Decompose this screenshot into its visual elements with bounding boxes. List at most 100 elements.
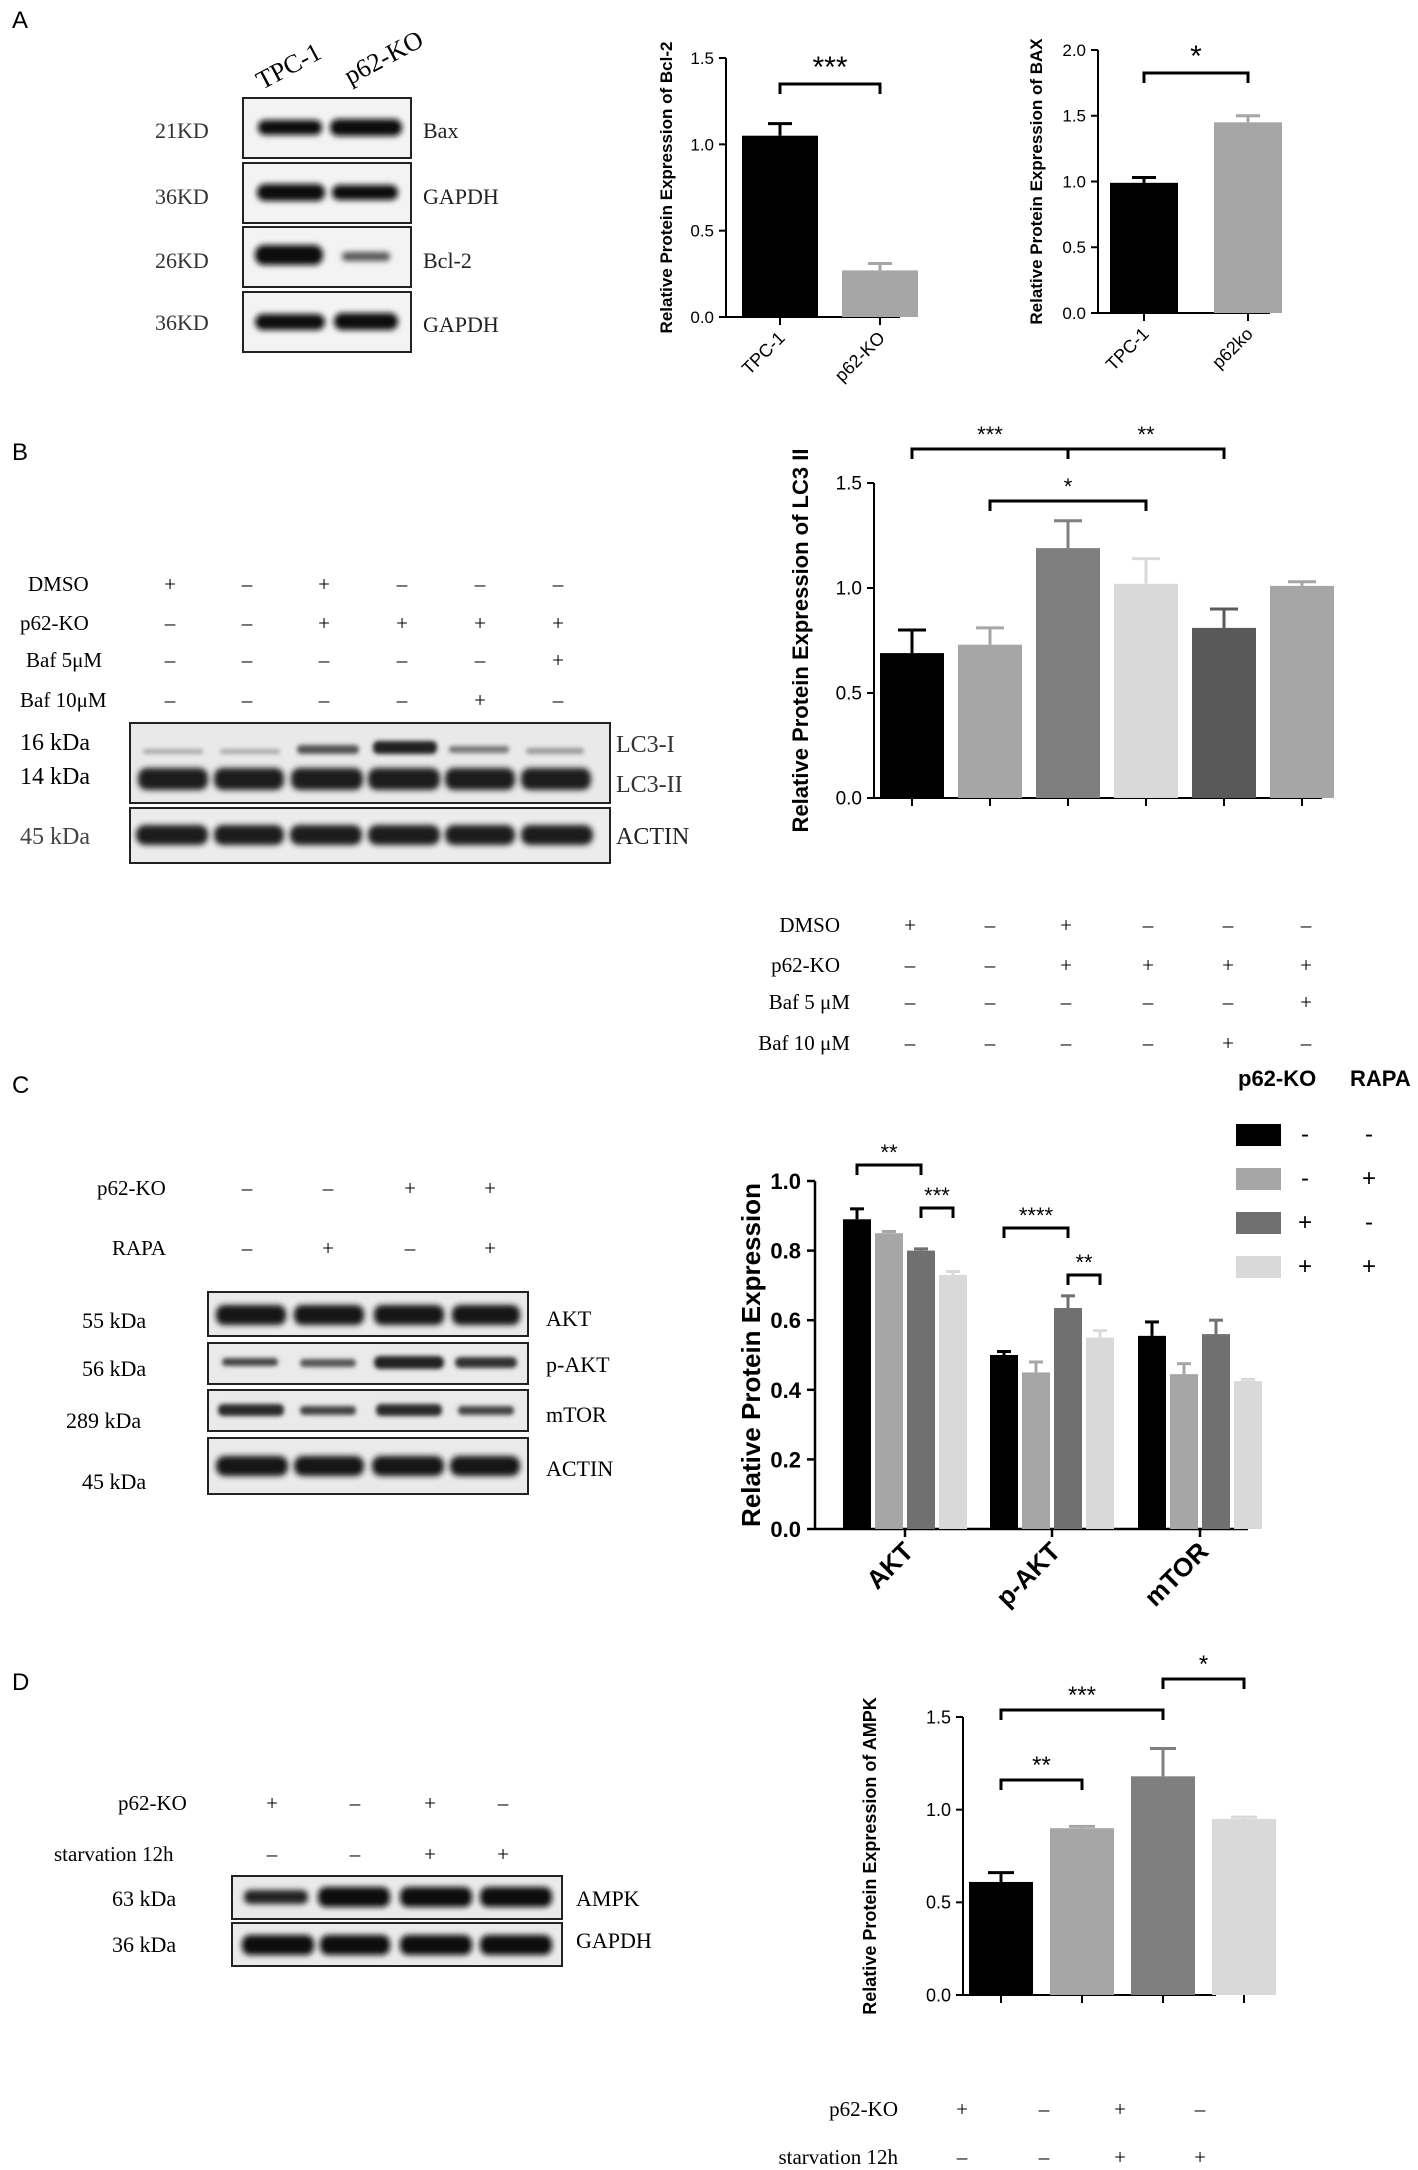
significance-label: *	[1190, 40, 1202, 73]
blot-a-name-gapdh-2: GAPDH	[423, 312, 499, 337]
blot-b-mark-r0-c3: –	[396, 572, 408, 596]
legend-swatch	[1236, 1256, 1281, 1278]
blot-c-cond-label-p62ko: p62-KO	[97, 1176, 166, 1200]
y-tick-label: 0.0	[690, 308, 714, 327]
chart-d-cond-label-starvation: starvation 12h	[778, 2145, 898, 2169]
blot-b-name-actin: ACTIN	[616, 824, 689, 850]
significance-bracket	[910, 447, 1070, 459]
blot-a-size-bax: 21KD	[155, 118, 209, 143]
bar	[1086, 1337, 1114, 1529]
blot-b-mark-r2-c5: +	[552, 648, 564, 672]
chart-lc3ii-expression: 0.0 0.5 1.0 1.5 Relative Protein Expression …	[788, 422, 1334, 832]
blot-b-mark-r1-c0: –	[164, 611, 176, 635]
blot-b-marks: + – + – – – – – + + + + – – – – – + – – – – + –	[164, 572, 564, 712]
blot-b-mark-r3-c3: –	[396, 688, 408, 712]
blot-b-size-lc3i: 16 kDa	[20, 730, 90, 756]
chart-b-mark-r1-c5: +	[1300, 953, 1312, 977]
blot-b-mark-r1-c4: +	[474, 611, 486, 635]
legend-swatch	[1236, 1212, 1281, 1234]
blot-b-size-lc3ii: 14 kDa	[20, 764, 90, 790]
blot-b-conditions: DMSO p62-KO Baf 5μM Baf 10μM + – + – – –– – + + +…	[20, 572, 564, 712]
blot-d-marks: + – + – – – + +	[266, 1791, 509, 1866]
blot-b-mark-r2-c3: –	[396, 648, 408, 672]
y-axis-label: Relative Protein Expression of AMPK	[860, 1697, 880, 2014]
bar	[1110, 182, 1178, 313]
blot-d-row-ampk: 63 kDa AMPK	[112, 1875, 640, 1920]
y-tick-label: 0.4	[770, 1378, 801, 1403]
blot-c-name-actin: ACTIN	[546, 1456, 613, 1481]
x-tick-label: TPC-1	[1102, 324, 1153, 375]
significance-bracket	[988, 499, 1148, 511]
blot-c-name-pakt: p-AKT	[546, 1352, 610, 1377]
panel-label-d: D	[12, 1669, 29, 1696]
blot-b-mark-r2-c2: –	[318, 648, 330, 672]
bar	[880, 653, 944, 798]
blot-c-size-mtor: 289 kDa	[66, 1408, 141, 1433]
blot-b-mark-r0-c1: –	[241, 572, 253, 596]
blot-c-row-actin: 45 kDa ACTIN	[82, 1437, 613, 1495]
blot-d-size-ampk: 63 kDa	[112, 1886, 176, 1911]
bar	[1192, 627, 1256, 798]
significance-label: ***	[1068, 1682, 1096, 1709]
chart-b-marks: + – + – – – – – + + + + – – – – – + – – – – + –	[904, 913, 1312, 1055]
blot-a-row-gapdh-2: 36KD GAPDH	[155, 291, 499, 353]
blot-d-cond-label-p62ko: p62-KO	[118, 1791, 187, 1815]
blot-b-name-lc3ii: LC3-II	[616, 772, 683, 798]
bar	[843, 1219, 871, 1529]
chart-ampk-expression: 0.0 0.5 1.0 1.5 Relative Protein Expression …	[860, 1651, 1276, 2015]
blot-d: p62-KO starvation 12h + – + – – – + + 63 kDa AM…	[54, 1791, 652, 1967]
blot-b-mark-r1-c1: –	[241, 611, 253, 635]
chart-bcl2-expression: 0.0 0.5 1.0 1.5 Relative Protein Expression …	[657, 42, 918, 386]
legend-swatch	[1236, 1168, 1281, 1190]
significance-bracket	[855, 1163, 923, 1175]
bar	[1270, 585, 1334, 798]
chart-b-mark-r0-c2: +	[1060, 913, 1072, 937]
bar	[1036, 548, 1100, 798]
significance-label: **	[1032, 1752, 1051, 1779]
blot-c-mark-r0-c0: –	[241, 1176, 253, 1200]
bar	[1114, 583, 1178, 798]
chart-d-marks: + – + – – – + +	[956, 2097, 1206, 2169]
chart-b-mark-r3-c5: –	[1300, 1031, 1312, 1055]
chart-d-cond-label-p62ko: p62-KO	[829, 2097, 898, 2121]
y-tick-label: 0.5	[836, 684, 862, 705]
chart-b-mark-r2-c2: –	[1060, 990, 1072, 1014]
blot-b-size-actin: 45 kDa	[20, 824, 90, 850]
blot-a-lane-label-tpc1: TPC-1	[251, 37, 326, 95]
blot-c-size-pakt: 56 kDa	[82, 1356, 146, 1381]
significance-bracket	[1066, 1273, 1102, 1285]
blot-d-name-ampk: AMPK	[576, 1886, 640, 1911]
blot-a-size-bcl2: 26KD	[155, 248, 209, 273]
y-tick-label: 0.0	[1062, 304, 1086, 323]
significance-bracket	[919, 1206, 955, 1218]
chart-c-legend: p62-KO RAPA - - - + + - + +	[1236, 1066, 1411, 1280]
chart-b-mark-r3-c0: –	[904, 1031, 916, 1055]
blot-b-lc3-bands	[138, 741, 591, 790]
y-tick-label: 0.0	[926, 1985, 951, 2005]
blot-a-size-gapdh-1: 36KD	[155, 184, 209, 209]
blot-b-cond-label-baf10: Baf 10μM	[20, 688, 107, 712]
blot-b-mark-r0-c0: +	[164, 572, 176, 596]
blot-a: TPC-1 p62-KO 21KD Bax 36KD GAPDH 26KD Bc…	[155, 25, 499, 353]
chart-b-mark-r3-c3: –	[1142, 1031, 1154, 1055]
chart-d-conditions: p62-KO starvation 12h + – + – – – + +	[778, 2097, 1205, 2169]
blot-b-mark-r2-c1: –	[241, 648, 253, 672]
legend-p62ko-mark: -	[1301, 1165, 1309, 1192]
blot-b-mark-r1-c2: +	[318, 611, 330, 635]
significance-bracket	[778, 82, 882, 94]
x-tick-label: p62-KO	[831, 328, 889, 386]
legend-p62ko-mark: +	[1298, 1209, 1312, 1236]
blot-c-mark-r0-c3: +	[484, 1176, 496, 1200]
bar	[1202, 1334, 1230, 1529]
y-tick-label: 1.0	[690, 135, 714, 154]
significance-label: **	[880, 1140, 898, 1165]
y-tick-label: 0.5	[926, 1893, 951, 1913]
chart-b-mark-r2-c3: –	[1142, 990, 1154, 1014]
significance-label: *	[1199, 1651, 1208, 1678]
chart-b-cond-label-p62ko: p62-KO	[771, 953, 840, 977]
y-tick-label: 2.0	[1062, 41, 1086, 60]
chart-b-mark-r1-c3: +	[1142, 953, 1154, 977]
bar	[990, 1355, 1018, 1529]
y-axis-label: Relative Protein Expression of BAX	[1027, 38, 1046, 325]
blot-b-mark-r3-c1: –	[241, 688, 253, 712]
